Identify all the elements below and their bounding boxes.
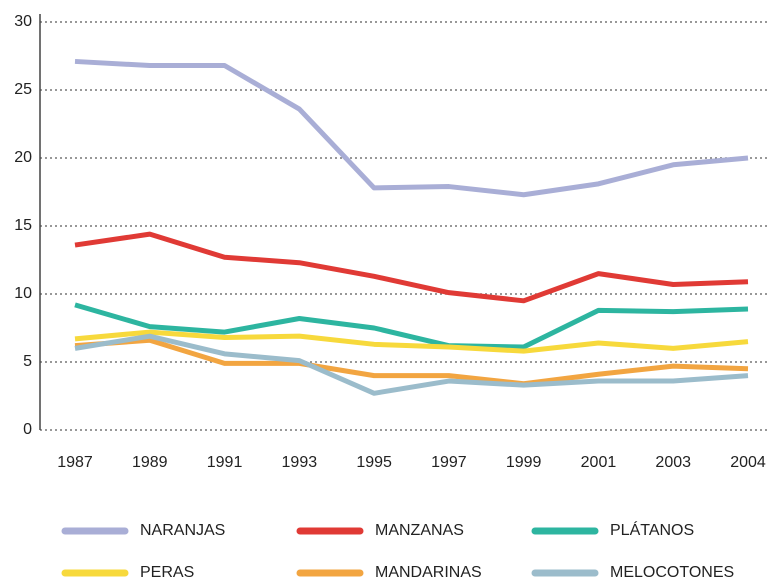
series-line (74, 329, 749, 354)
x-tick-label: 1999 (506, 454, 542, 471)
legend-label: PLÁTANOS (610, 520, 694, 539)
y-tick-label: 15 (14, 217, 32, 234)
x-tick-label: 2001 (581, 454, 617, 471)
y-tick-label: 20 (14, 149, 32, 166)
series-line (74, 231, 749, 304)
series-line (74, 337, 749, 387)
y-tick-label: 25 (14, 81, 32, 98)
x-tick-label: 2003 (655, 454, 691, 471)
series-line (74, 333, 749, 396)
y-tick-label: 30 (14, 13, 32, 30)
legend-label: MANDARINAS (375, 564, 482, 581)
series-line (74, 302, 749, 350)
x-tick-label: 1989 (132, 454, 168, 471)
series-line (74, 58, 749, 198)
x-tick-label: 1997 (431, 454, 467, 471)
x-tick-label: 1987 (57, 454, 93, 471)
legend-label: NARANJAS (140, 522, 225, 539)
legend-label: MANZANAS (375, 522, 464, 539)
y-tick-label: 5 (23, 353, 32, 370)
x-tick-label: 1995 (356, 454, 392, 471)
x-tick-label: 1993 (282, 454, 318, 471)
legend-label: MELOCOTONES (610, 564, 734, 581)
legend-label: PERAS (140, 564, 194, 581)
y-tick-label: 0 (23, 421, 32, 438)
x-tick-label: 1991 (207, 454, 243, 471)
y-tick-label: 10 (14, 285, 32, 302)
x-tick-label: 2004 (730, 454, 766, 471)
